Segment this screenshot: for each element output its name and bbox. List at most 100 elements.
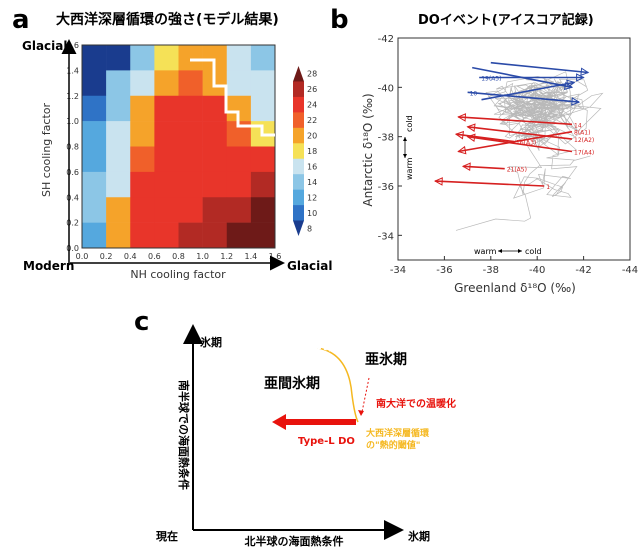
scatter-series: 1 8(A1)12(A2) 17(A4) 14 16(A3) 21(A5) 19(A5)10	[433, 61, 594, 191]
heatmap-cell	[130, 70, 155, 97]
heatmap-cell	[250, 197, 276, 223]
heatmap-x-tick-label: 0.2	[100, 252, 113, 261]
event-arrowhead	[454, 130, 464, 140]
heatmap-cell	[82, 70, 107, 97]
colorbar-segment	[293, 174, 304, 190]
event-arrow-line	[458, 116, 573, 126]
heatmap-cell	[82, 146, 107, 173]
heatmap-cell	[106, 45, 131, 71]
event-arrow-line	[455, 133, 515, 143]
panel-letter-a: a	[12, 5, 30, 35]
event-arrow-line	[467, 135, 573, 153]
event-arrow-line	[462, 165, 505, 170]
heatmap-cell	[154, 70, 179, 97]
colorbar-bottom-triangle	[293, 220, 304, 236]
heatmap-cell	[226, 222, 252, 249]
scatter-arrowhead-y-bottom	[403, 154, 407, 158]
scatter-arrowhead-x-left	[498, 249, 502, 253]
heatmap-cell	[178, 171, 203, 198]
heatmap-y-tick-label: 0.6	[66, 168, 79, 177]
scatter-cold-y: cold	[405, 115, 414, 132]
scatter-x-tick-label: -36	[436, 265, 452, 276]
threshold-label-line2: の"熱的閾値"	[366, 439, 420, 451]
scatter-frame	[397, 37, 631, 261]
colorbar-tick-label: 24	[307, 101, 317, 110]
heatmap-y-tick-label: 0.0	[66, 244, 79, 253]
colorbar-tick-label: 10	[307, 209, 317, 218]
heatmap-cell	[154, 146, 179, 173]
event-label: 19(A5)	[481, 76, 501, 83]
event-arrowhead	[466, 123, 476, 132]
colorbar-tick-label: 8	[307, 224, 312, 233]
heatmap-y-tick-label: 1.0	[66, 117, 79, 126]
heatmap-cell	[226, 146, 252, 173]
heatmap-cell	[82, 222, 107, 249]
heatmap-cell	[82, 121, 107, 147]
heatmap-xlabel: NH cooling factor	[130, 268, 226, 281]
event-arrow-line	[467, 126, 573, 140]
heatmap-cell	[82, 45, 107, 71]
panel-a-title: 大西洋深層循環の強さ(モデル結果)	[56, 11, 279, 28]
heatmap-cell	[250, 146, 276, 173]
event-label: 10	[470, 90, 478, 97]
heatmap-cell	[154, 45, 179, 71]
event-arrow-line	[490, 61, 589, 74]
heatmap-y-tick-label: 1.4	[66, 66, 79, 75]
heatmap-cell	[130, 171, 155, 198]
label-modern: Modern	[23, 259, 74, 273]
heatmap-x-tick-label: 1.4	[245, 252, 258, 261]
event-arrow-line	[481, 81, 575, 101]
panel-letter-b: b	[330, 5, 349, 35]
colorbar-segment	[293, 81, 304, 98]
scatter-x-tick-label: -40	[529, 265, 545, 276]
scatter-warm-y: warm	[405, 157, 414, 180]
heatmap-cell	[178, 45, 203, 71]
concept-diagram: 氷期 現在 氷期 北半球の海面熱条件 南半球での海面熱条件 亜間氷期 亜氷期 T…	[156, 324, 456, 548]
concept-x-axis-label: 北半球の海面熱条件	[245, 534, 344, 548]
event-label: 1	[546, 184, 550, 191]
heatmap-x-tick-label: 1.2	[220, 252, 233, 261]
scatter-x-tick-label: -34	[390, 265, 406, 276]
scatter-y-ticks: -42 -40 -38 -36 -34	[378, 34, 402, 242]
label-glacial-y: Glacial	[22, 39, 68, 53]
regime-subinterglacial: 亜間氷期	[264, 375, 320, 392]
southern-warming-arrowhead	[358, 410, 364, 416]
heatmap-cell	[202, 121, 228, 147]
event-label: 14	[574, 122, 582, 129]
heatmap-cell	[106, 197, 131, 223]
panel-letter-c: c	[134, 307, 149, 337]
colorbar-tick-label: 26	[307, 85, 317, 94]
heatmap-cell	[202, 222, 228, 249]
colorbar-tick-label: 18	[307, 147, 317, 156]
colorbar-segment	[293, 189, 304, 206]
heatmap-y-tick-label: 1.2	[66, 92, 79, 101]
heatmap-y-tick-label: 0.2	[66, 219, 79, 228]
concept-y-axis-label: 南半球での海面熱条件	[177, 380, 191, 490]
heatmap-cell	[226, 70, 252, 97]
heatmap-ylabel: SH cooling factor	[40, 103, 53, 198]
event-arrowhead	[571, 97, 581, 106]
colorbar: 28 26 24 22 20 18 16 14 12 10 8	[293, 66, 317, 236]
scatter-x-tick-label: -44	[622, 265, 638, 276]
event-arrowhead	[457, 145, 467, 155]
heatmap-cell	[82, 95, 107, 122]
heatmap-cell	[202, 95, 228, 122]
heatmap-y-tick-label: 0.4	[66, 193, 79, 202]
heatmap-cell	[178, 95, 203, 122]
heatmap-x-tick-label: 0.4	[124, 252, 137, 261]
heatmap-cell	[226, 171, 252, 198]
heatmap-cell	[130, 95, 155, 122]
event-arrow-line	[435, 180, 545, 187]
heatmap-cell	[202, 171, 228, 198]
heatmap-cell	[178, 222, 203, 249]
regime-subglacial: 亜氷期	[365, 351, 407, 368]
heatmap-cell	[106, 146, 131, 173]
colorbar-tick-label: 28	[307, 70, 317, 79]
thermal-threshold-curve-dashed	[317, 347, 331, 352]
event-arrow-line	[458, 130, 573, 153]
event-label: 12(A2)	[574, 137, 594, 144]
event-arrowhead	[433, 177, 443, 186]
heatmap-x-tick-label: 1.6	[269, 252, 282, 261]
heatmap-frame	[81, 44, 276, 249]
